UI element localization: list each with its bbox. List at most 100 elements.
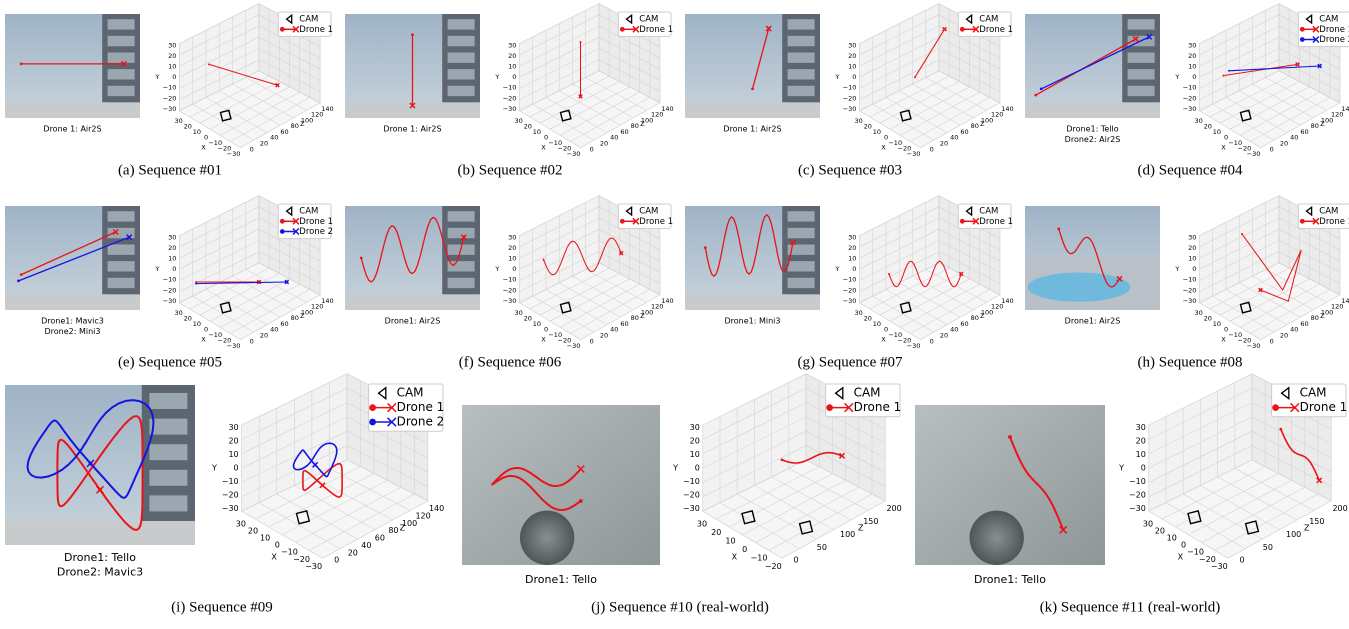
x-tick-label: 10 [1213,128,1221,136]
photo-window [448,228,475,238]
photo-window [788,19,815,29]
z-tick-label: 150 [863,517,878,526]
y-tick-label: −10 [503,84,517,92]
start-marker [1008,435,1012,439]
photo-window [149,444,187,460]
photo-ball [970,511,1024,565]
legend-label: Drone 1 [854,400,902,414]
z-axis-label: Z [300,312,305,320]
x-tick-label: 30 [514,117,522,125]
photo-window [149,393,187,409]
start-marker [1241,233,1243,235]
x-tick-label: −30 [907,342,921,350]
start-marker [888,273,890,275]
y-tick-label: −20 [222,491,239,500]
y-tick-label: −30 [683,504,700,513]
panel: Drone1: Air2S3020100−10−20−303020100−10−… [1025,196,1349,371]
photo-window [448,278,475,288]
z-axis-label: Z [858,524,864,533]
x-tick-label: −30 [227,342,241,350]
y-tick-label: 20 [168,52,176,60]
drone-label: Drone1: Mini3 [725,317,781,326]
photo-window [788,261,815,271]
caption: (c) Sequence #03 [798,162,902,178]
z-tick-label: 0 [930,337,934,345]
z-tick-label: 140 [661,297,673,305]
legend-start [1300,37,1305,42]
x-tick-label: −30 [567,342,581,350]
y-tick-label: 30 [168,234,176,242]
z-tick-label: 80 [291,314,299,322]
y-tick-label: 20 [848,52,856,60]
legend-label: CAM [639,15,658,25]
z-tick-label: 100 [840,530,855,539]
legend-label: Drone 1 [299,25,333,35]
start-marker [1040,88,1043,91]
drone-label: Drone1: Tello [64,551,136,564]
drone-label: Drone1: Tello [974,573,1046,586]
x-tick-label: 30 [854,309,862,317]
start-marker [579,499,583,503]
legend-label: CAM [639,207,658,217]
x-axis-label: X [541,143,546,151]
x-tick-label: 0 [1181,541,1186,550]
photo-window [788,36,815,46]
z-tick-label: 50 [1263,543,1273,552]
x-tick-label: −20 [765,562,782,571]
photo-window [788,69,815,79]
x-tick-label: 20 [524,123,532,131]
photo-window [1128,52,1155,62]
y-tick-label: −30 [163,105,177,113]
y-tick-label: 30 [690,423,700,432]
z-tick-label: 0 [250,145,254,153]
x-tick-label: 30 [1143,519,1153,528]
z-tick-label: 0 [1270,145,1274,153]
x-tick-label: 10 [260,534,270,543]
panel: Drone 1: Air2S3020100−10−20−303020100−10… [345,4,674,179]
y-tick-label: 10 [168,255,176,263]
legend-label: Drone 1 [639,25,673,35]
y-tick-label: −10 [843,84,857,92]
start-marker [1034,94,1037,97]
y-axis-label: Y [672,464,678,473]
z-tick-label: 20 [600,140,608,148]
z-tick-label: 60 [280,320,288,328]
x-tick-label: −30 [907,150,921,158]
z-tick-label: 60 [1300,320,1308,328]
x-tick-label: 30 [174,309,182,317]
x-tick-label: 20 [1155,526,1165,535]
y-axis-label: Y [834,265,839,273]
z-tick-label: 0 [1240,556,1245,565]
x-tick-label: 10 [1213,320,1221,328]
y-tick-label: −30 [503,105,517,113]
z-tick-label: 140 [429,504,444,513]
legend-label: Drone 1 [397,400,445,414]
photo-window [149,495,187,511]
panel: Drone1: Air2S3020100−10−20−303020100−10−… [345,196,674,371]
x-axis-label: X [271,553,277,562]
start-marker [1057,228,1060,231]
y-tick-label: −10 [163,84,177,92]
x-tick-label: 20 [184,315,192,323]
caption: (a) Sequence #01 [118,162,222,178]
x-axis-label: X [201,335,206,343]
z-tick-label: 60 [1300,128,1308,136]
x-tick-label: 10 [533,128,541,136]
caption: (i) Sequence #09 [171,599,273,615]
caption: (e) Sequence #05 [118,354,222,370]
y-tick-label: 10 [228,450,238,459]
y-tick-label: −30 [1183,105,1197,113]
x-tick-label: 20 [1204,123,1212,131]
z-tick-label: 20 [348,548,358,557]
legend-label: Drone 1 [1319,25,1349,35]
y-axis-label: Y [1174,265,1179,273]
y-tick-label: 20 [690,437,700,446]
y-tick-label: 0 [1192,265,1196,273]
legend-label: CAM [1319,15,1338,25]
x-axis-label: X [541,335,546,343]
y-tick-label: 30 [228,423,238,432]
photo-window [108,69,135,79]
caption: (j) Sequence #10 (real-world) [591,599,769,615]
y-tick-label: −10 [1183,276,1197,284]
z-tick-label: 60 [620,128,628,136]
